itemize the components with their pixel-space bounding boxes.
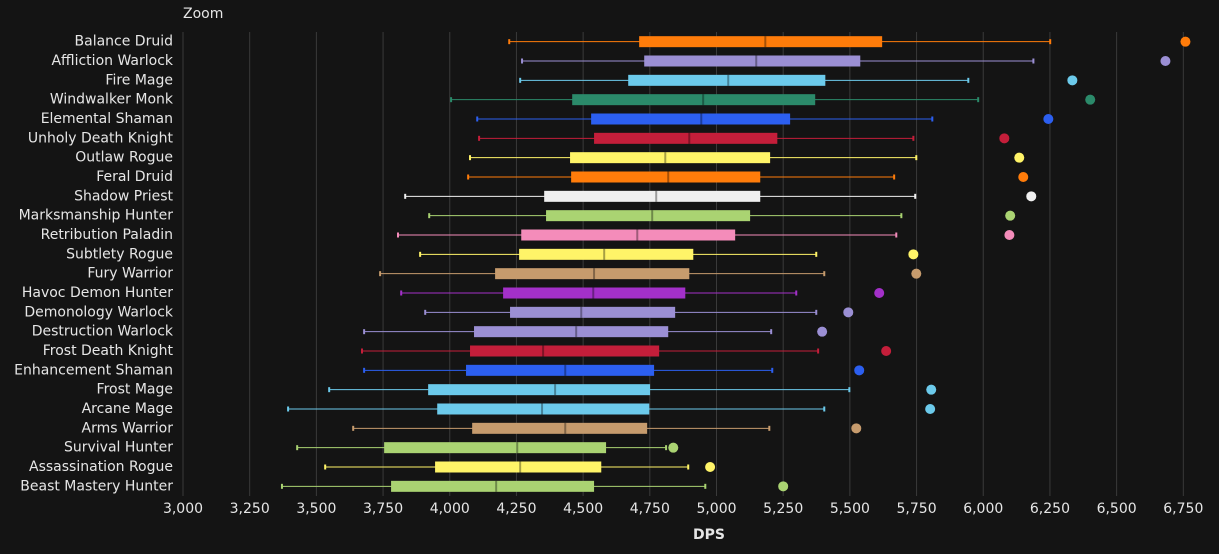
max-point [668, 442, 679, 453]
y-tick-label: Fire Mage [105, 72, 173, 88]
x-axis-label: DPS [693, 527, 725, 543]
box [571, 171, 761, 183]
max-point [908, 249, 919, 260]
box [391, 480, 595, 492]
box [519, 248, 694, 260]
y-tick-label: Subtlety Rogue [66, 246, 173, 262]
y-tick-label: Windwalker Monk [50, 92, 174, 108]
x-tick-label: 6,750 [1163, 501, 1203, 517]
box [544, 190, 761, 202]
max-point [881, 346, 892, 356]
box [503, 287, 686, 299]
max-point [778, 481, 789, 492]
x-tick-label: 3,000 [163, 501, 203, 517]
box [428, 384, 651, 396]
box [472, 422, 648, 434]
max-point [817, 326, 828, 337]
max-point [1004, 230, 1015, 240]
zoom-button[interactable]: Zoom [183, 6, 223, 22]
x-tick-label: 6,000 [963, 501, 1003, 517]
y-tick-label: Havoc Demon Hunter [22, 285, 173, 301]
x-tick-label: 5,000 [696, 501, 736, 517]
x-tick-label: 5,250 [763, 501, 803, 517]
y-tick-label: Fury Warrior [87, 266, 173, 282]
x-tick-label: 4,750 [630, 501, 670, 517]
max-point [1085, 94, 1096, 105]
max-point [843, 307, 854, 318]
x-tick-label: 3,250 [230, 501, 270, 517]
y-tick-label: Assassination Rogue [29, 459, 173, 475]
y-tick-label: Frost Mage [97, 382, 173, 398]
box [572, 94, 816, 106]
max-point [874, 288, 885, 298]
y-tick-label: Frost Death Knight [43, 343, 174, 359]
box [628, 74, 826, 86]
x-tick-label: 4,500 [563, 501, 603, 517]
max-point [925, 404, 936, 414]
y-tick-label: Affliction Warlock [51, 53, 173, 69]
box [435, 461, 602, 473]
max-point [1014, 152, 1025, 163]
max-point [1067, 75, 1078, 86]
y-tick-label: Balance Druid [75, 34, 173, 50]
max-point [854, 365, 865, 376]
box [594, 132, 778, 144]
max-point [999, 133, 1010, 144]
y-tick-label: Arcane Mage [82, 401, 173, 417]
max-point [1005, 210, 1016, 221]
y-tick-label: Feral Druid [96, 169, 173, 185]
max-point [1180, 36, 1191, 47]
y-tick-label: Shadow Priest [74, 188, 173, 204]
y-tick-label: Elemental Shaman [41, 111, 173, 127]
y-tick-label: Arms Warrior [82, 420, 174, 436]
y-tick-label: Survival Hunter [64, 440, 173, 456]
x-tick-label: 5,750 [897, 501, 937, 517]
x-tick-label: 3,750 [363, 501, 403, 517]
y-tick-label: Retribution Paladin [41, 227, 173, 243]
y-tick-label: Unholy Death Knight [28, 130, 174, 146]
max-point [926, 384, 937, 395]
max-point [911, 268, 922, 279]
x-tick-label: 4,000 [430, 501, 470, 517]
max-point [851, 423, 862, 434]
box [384, 442, 607, 454]
box [644, 55, 861, 67]
y-tick-label: Destruction Warlock [32, 324, 174, 340]
max-point [705, 462, 716, 472]
max-point [1026, 191, 1037, 202]
box [437, 403, 650, 415]
x-tick-label: 6,500 [1097, 501, 1137, 517]
y-tick-label: Demonology Warlock [24, 304, 174, 320]
box [470, 345, 660, 357]
y-tick-label: Beast Mastery Hunter [20, 478, 173, 494]
y-tick-label: Marksmanship Hunter [19, 208, 174, 224]
max-point [1160, 56, 1171, 66]
box [495, 268, 690, 280]
y-tick-label: Outlaw Rogue [75, 150, 173, 166]
x-tick-label: 5,500 [830, 501, 870, 517]
box [466, 364, 655, 376]
x-tick-label: 3,500 [296, 501, 336, 517]
box [474, 326, 669, 338]
y-tick-label: Enhancement Shaman [14, 362, 173, 378]
box [639, 36, 883, 48]
box [591, 113, 791, 125]
box [510, 306, 676, 318]
box [570, 152, 771, 164]
box [546, 210, 751, 222]
box [521, 229, 736, 241]
max-point [1043, 114, 1054, 124]
max-point [1018, 172, 1029, 182]
x-tick-label: 6,250 [1030, 501, 1070, 517]
x-tick-label: 4,250 [496, 501, 536, 517]
